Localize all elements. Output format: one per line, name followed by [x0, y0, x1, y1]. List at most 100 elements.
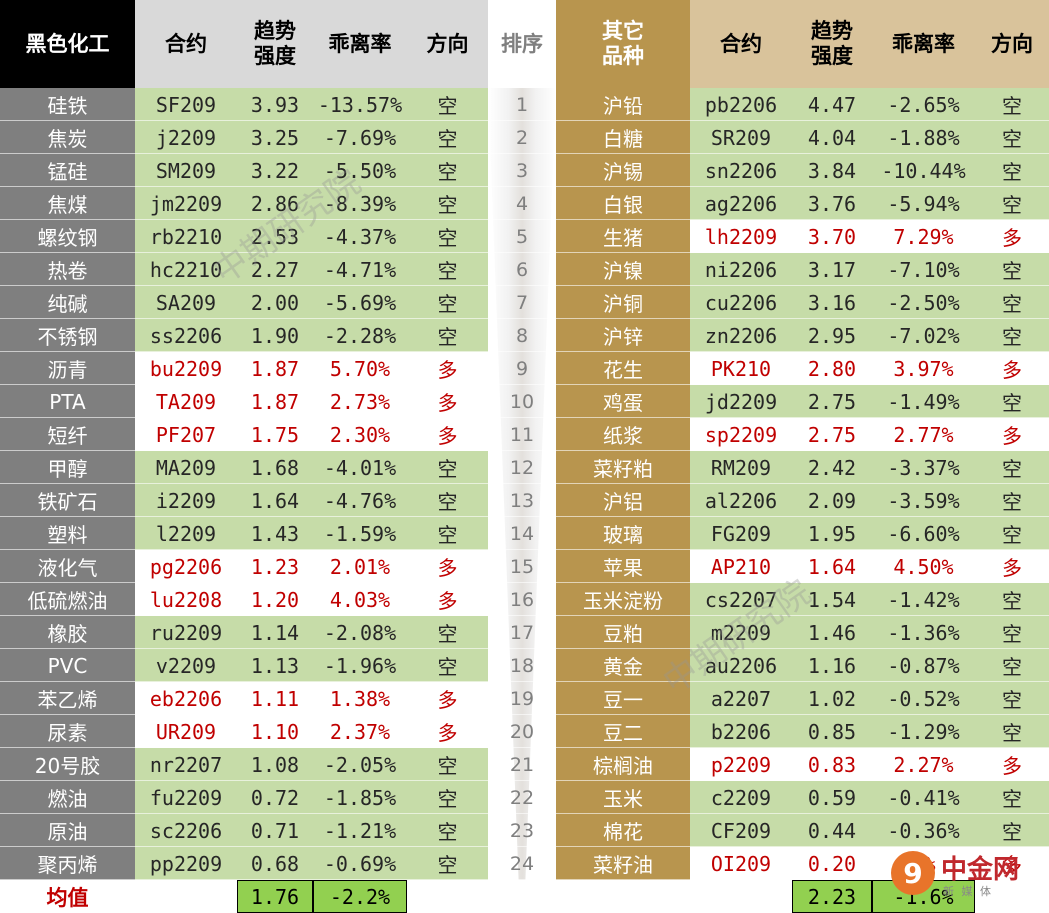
- right-row-name: 鸡蛋: [556, 385, 690, 418]
- left-row-name: 塑料: [0, 517, 135, 550]
- right-row-strength: 1.95: [792, 517, 872, 550]
- right-row-strength: 0.20: [792, 847, 872, 880]
- right-row-name: 棕榈油: [556, 748, 690, 781]
- left-row-deviation: -4.01%: [313, 451, 407, 484]
- left-row-deviation: 5.70%: [313, 352, 407, 385]
- right-row-contract: m2209: [690, 616, 792, 649]
- left-row-direction: 空: [407, 616, 488, 649]
- left-row-strength: 1.10: [237, 715, 313, 748]
- left-row-direction: 空: [407, 814, 488, 847]
- right-row-contract: p2209: [690, 748, 792, 781]
- left-row-contract: eb2206: [135, 682, 237, 715]
- left-row-direction: 空: [407, 451, 488, 484]
- right-row-name: 白糖: [556, 121, 690, 154]
- right-row-direction: 空: [975, 154, 1049, 187]
- left-row-direction: 空: [407, 88, 488, 121]
- right-row-direction: 空: [975, 649, 1049, 682]
- left-row-name: 聚丙烯: [0, 847, 135, 880]
- right-row-strength: 2.95: [792, 319, 872, 352]
- left-row-contract: bu2209: [135, 352, 237, 385]
- left-row-name: 苯乙烯: [0, 682, 135, 715]
- header-right-category-line: 其它: [602, 19, 644, 43]
- left-row-direction: 多: [407, 583, 488, 616]
- left-row-strength: 0.68: [237, 847, 313, 880]
- right-row-deviation: 2.27%: [872, 748, 975, 781]
- right-row-name: 玉米淀粉: [556, 583, 690, 616]
- left-row-strength: 1.08: [237, 748, 313, 781]
- average-label: 均值: [0, 880, 135, 913]
- header-deviation: 乖离率: [313, 0, 407, 88]
- right-row-direction: 空: [975, 88, 1049, 121]
- right-row-strength: 1.02: [792, 682, 872, 715]
- left-row-strength: 1.43: [237, 517, 313, 550]
- left-row-name: 铁矿石: [0, 484, 135, 517]
- left-row-deviation: -4.71%: [313, 253, 407, 286]
- rank-number: 18: [509, 654, 535, 677]
- left-row-deviation: -5.50%: [313, 154, 407, 187]
- rank-number: 6: [515, 258, 529, 281]
- right-row-contract: ag2206: [690, 187, 792, 220]
- rank-number: 16: [509, 588, 535, 611]
- left-row-direction: 空: [407, 748, 488, 781]
- right-row-name: 豆一: [556, 682, 690, 715]
- right-row-direction: 空: [975, 484, 1049, 517]
- right-row-contract: CF209: [690, 814, 792, 847]
- logo-mark-icon: 9: [891, 851, 935, 895]
- left-row-contract: nr2207: [135, 748, 237, 781]
- header-strength-right: 趋势 强度: [792, 0, 872, 88]
- right-row-direction: 空: [975, 319, 1049, 352]
- left-row-deviation: -2.28%: [313, 319, 407, 352]
- left-row-strength: 1.20: [237, 583, 313, 616]
- right-row-strength: 0.44: [792, 814, 872, 847]
- rank-number: 20: [509, 720, 535, 743]
- left-row-name: 橡胶: [0, 616, 135, 649]
- right-row-name: 沪铅: [556, 88, 690, 121]
- right-row-contract: a2207: [690, 682, 792, 715]
- left-row-contract: ru2209: [135, 616, 237, 649]
- left-row-deviation: 4.03%: [313, 583, 407, 616]
- left-row-direction: 空: [407, 781, 488, 814]
- average-left-strength: 1.76: [237, 880, 313, 913]
- right-row-name: 苹果: [556, 550, 690, 583]
- rank-number: 14: [509, 522, 535, 545]
- left-row-deviation: -1.59%: [313, 517, 407, 550]
- left-row-deviation: -4.37%: [313, 220, 407, 253]
- left-row-contract: l2209: [135, 517, 237, 550]
- left-row-deviation: -5.69%: [313, 286, 407, 319]
- left-row-name: 短纤: [0, 418, 135, 451]
- right-row-deviation: 7.29%: [872, 220, 975, 253]
- right-row-deviation: -0.41%: [872, 781, 975, 814]
- right-row-name: 沪铜: [556, 286, 690, 319]
- rank-number: 10: [509, 390, 535, 413]
- left-row-direction: 多: [407, 352, 488, 385]
- right-row-strength: 4.04: [792, 121, 872, 154]
- right-row-strength: 0.85: [792, 715, 872, 748]
- left-row-direction: 空: [407, 847, 488, 880]
- right-row-direction: 空: [975, 451, 1049, 484]
- left-row-name: 硅铁: [0, 88, 135, 121]
- brand-logo: 9 中金网 新 媒 体: [891, 845, 1041, 905]
- left-row-strength: 1.87: [237, 352, 313, 385]
- left-row-deviation: -7.69%: [313, 121, 407, 154]
- left-row-name: 燃油: [0, 781, 135, 814]
- average-blank: [135, 880, 237, 913]
- right-row-name: 豆二: [556, 715, 690, 748]
- left-row-name: 焦煤: [0, 187, 135, 220]
- right-row-deviation: -1.36%: [872, 616, 975, 649]
- left-row-strength: 1.87: [237, 385, 313, 418]
- right-row-name: 白银: [556, 187, 690, 220]
- logo-sub: 新 媒 体: [943, 885, 993, 898]
- left-row-direction: 多: [407, 715, 488, 748]
- left-row-deviation: -0.69%: [313, 847, 407, 880]
- right-row-direction: 多: [975, 550, 1049, 583]
- right-row-deviation: -0.36%: [872, 814, 975, 847]
- header-left-category: 黑色化工: [0, 0, 135, 88]
- right-row-direction: 多: [975, 220, 1049, 253]
- right-row-deviation: -5.94%: [872, 187, 975, 220]
- right-row-deviation: -1.42%: [872, 583, 975, 616]
- left-row-contract: MA209: [135, 451, 237, 484]
- left-row-strength: 3.22: [237, 154, 313, 187]
- left-row-contract: sc2206: [135, 814, 237, 847]
- left-row-direction: 空: [407, 253, 488, 286]
- right-row-direction: 空: [975, 583, 1049, 616]
